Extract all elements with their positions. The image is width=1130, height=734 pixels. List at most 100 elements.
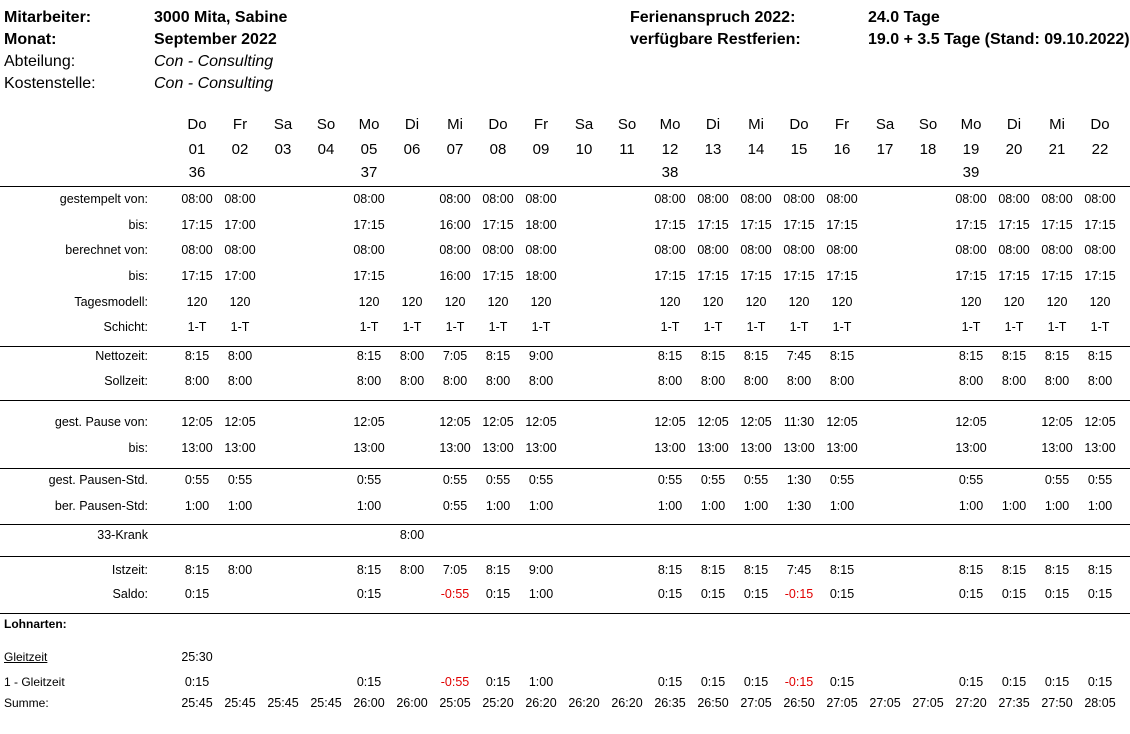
table-cell: 0:15 — [1044, 675, 1070, 689]
section-title: Lohnarten: — [4, 617, 67, 631]
weekday-label: Do — [1090, 116, 1110, 133]
table-cell: 8:00 — [743, 374, 769, 388]
table-cell: 8:15 — [829, 563, 855, 577]
sum-cell: 26:00 — [396, 696, 428, 710]
row-label: Schicht: — [103, 320, 148, 334]
table-cell: 0:55 — [657, 473, 683, 487]
table-cell: 1-T — [1004, 320, 1024, 334]
table-cell: 0:15 — [356, 587, 382, 601]
header-label: Monat: — [4, 31, 57, 48]
table-cell: 08:00 — [654, 243, 686, 257]
sum-cell: 25:05 — [439, 696, 471, 710]
table-cell: 12:05 — [654, 415, 686, 429]
divider — [0, 556, 1130, 557]
table-cell: 8:00 — [657, 374, 683, 388]
table-cell: 1-T — [961, 320, 981, 334]
table-cell: 1:00 — [227, 499, 253, 513]
table-cell: 13:00 — [955, 441, 987, 455]
table-cell: 8:15 — [743, 563, 769, 577]
header-value: September 2022 — [154, 31, 277, 48]
sum-cell: 28:05 — [1084, 696, 1116, 710]
row-label: Saldo: — [112, 587, 148, 601]
sum-cell: 26:20 — [611, 696, 643, 710]
date-label: 21 — [1048, 141, 1066, 158]
table-cell: 0:15 — [184, 675, 210, 689]
table-cell: 1:00 — [743, 499, 769, 513]
table-cell: 1:00 — [184, 499, 210, 513]
sum-cell: 26:20 — [568, 696, 600, 710]
table-cell: 8:15 — [743, 349, 769, 363]
sum-cell: 25:45 — [181, 696, 213, 710]
header-value: 19.0 + 3.5 Tage (Stand: 09.10.2022) — [868, 31, 1130, 48]
row-label: bis: — [128, 441, 148, 455]
table-cell: 0:55 — [356, 473, 382, 487]
table-cell: 8:00 — [399, 563, 425, 577]
table-cell: 08:00 — [998, 243, 1030, 257]
table-cell: 120 — [487, 295, 509, 309]
table-cell: 1:00 — [485, 499, 511, 513]
divider — [0, 346, 1130, 347]
weekday-label: So — [316, 116, 336, 133]
sum-cell: 27:50 — [1041, 696, 1073, 710]
table-cell: 17:15 — [353, 218, 385, 232]
weekday-label: Mo — [960, 116, 982, 133]
table-cell: 1-T — [531, 320, 551, 334]
table-cell: 1-T — [703, 320, 723, 334]
table-cell: 0:15 — [958, 587, 984, 601]
table-cell: 08:00 — [482, 192, 514, 206]
row-label: 33-Krank — [97, 528, 148, 542]
sum-cell: 27:20 — [955, 696, 987, 710]
table-cell: -0:15 — [784, 675, 814, 689]
date-label: 09 — [532, 141, 550, 158]
weekday-label: Sa — [273, 116, 293, 133]
table-cell: 1:30 — [786, 473, 812, 487]
table-cell: 1:00 — [356, 499, 382, 513]
table-cell: 13:00 — [439, 441, 471, 455]
header-label: Abteilung: — [4, 53, 76, 70]
table-cell: 17:00 — [224, 269, 256, 283]
header-value: Con - Consulting — [154, 53, 274, 70]
table-cell: 0:15 — [743, 675, 769, 689]
table-cell: 8:15 — [657, 349, 683, 363]
divider — [0, 468, 1130, 469]
table-cell: 8:15 — [1087, 563, 1113, 577]
table-cell: 0:15 — [829, 587, 855, 601]
table-cell: 17:15 — [654, 218, 686, 232]
table-cell: 0:55 — [958, 473, 984, 487]
table-cell: 08:00 — [224, 192, 256, 206]
table-cell: 12:05 — [740, 415, 772, 429]
table-cell: 08:00 — [439, 243, 471, 257]
table-cell: 17:15 — [783, 218, 815, 232]
table-cell: 1:00 — [829, 499, 855, 513]
table-cell: 8:00 — [184, 374, 210, 388]
week-number: 36 — [188, 164, 206, 181]
table-cell: 1:00 — [528, 499, 554, 513]
table-cell: 1:00 — [1001, 499, 1027, 513]
weekday-label: Mo — [659, 116, 681, 133]
date-label: 18 — [919, 141, 937, 158]
table-cell: 120 — [788, 295, 810, 309]
date-label: 15 — [790, 141, 808, 158]
table-cell: 120 — [444, 295, 466, 309]
weekday-label: Do — [488, 116, 508, 133]
table-cell: 8:15 — [657, 563, 683, 577]
weekday-label: Mi — [1049, 116, 1065, 133]
sum-cell: 26:50 — [783, 696, 815, 710]
table-cell: 17:15 — [740, 218, 772, 232]
table-cell: 08:00 — [1084, 243, 1116, 257]
table-cell: 08:00 — [697, 243, 729, 257]
table-cell: 18:00 — [525, 269, 557, 283]
row-label: Nettozeit: — [95, 349, 148, 363]
date-label: 11 — [619, 141, 635, 158]
table-cell: 8:15 — [1044, 349, 1070, 363]
table-cell: 0:15 — [743, 587, 769, 601]
date-label: 07 — [446, 141, 464, 158]
table-cell: 8:00 — [1044, 374, 1070, 388]
table-cell: 0:15 — [1001, 587, 1027, 601]
divider — [0, 524, 1130, 525]
table-cell: 17:15 — [998, 269, 1030, 283]
table-cell: 17:15 — [181, 218, 213, 232]
weekday-label: Fr — [533, 116, 549, 133]
table-cell: 12:05 — [439, 415, 471, 429]
sum-cell: 25:45 — [224, 696, 256, 710]
